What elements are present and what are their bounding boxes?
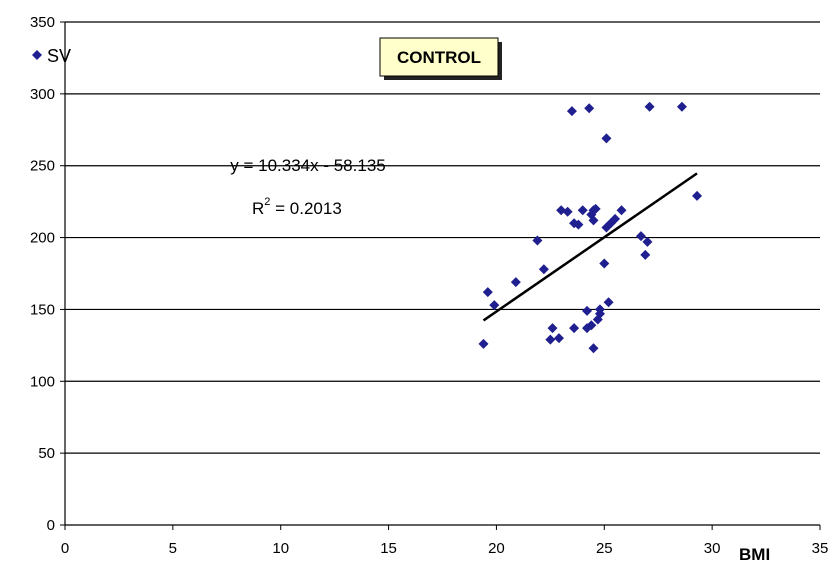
data-point — [538, 264, 549, 275]
legend-marker-diamond — [32, 50, 42, 60]
x-tick-label: 15 — [380, 540, 397, 557]
r2-superscript: 2 — [264, 196, 270, 208]
data-point — [553, 333, 564, 344]
data-point — [676, 101, 687, 112]
data-point — [573, 219, 584, 230]
data-point — [582, 305, 593, 316]
axes — [60, 21, 821, 530]
data-point — [610, 213, 621, 224]
data-point — [545, 334, 556, 345]
data-point — [489, 300, 500, 311]
r2-value: = 0.2013 — [270, 199, 341, 218]
gridlines — [65, 21, 820, 454]
data-point — [599, 258, 610, 269]
data-point — [588, 215, 599, 226]
y-tick-label: 0 — [47, 517, 55, 534]
legend-label: SV — [47, 46, 71, 66]
y-tick-label: 150 — [30, 301, 55, 318]
x-axis-label: BMI — [739, 545, 770, 564]
x-tick-label: 10 — [272, 540, 289, 557]
chart-title: CONTROL — [397, 48, 481, 67]
data-point — [532, 235, 543, 246]
y-tick-label: 250 — [30, 158, 55, 175]
data-point — [510, 277, 521, 288]
x-tick-label: 0 — [61, 540, 69, 557]
data-point — [562, 206, 573, 217]
data-point — [644, 101, 655, 112]
x-tick-label: 20 — [488, 540, 505, 557]
trendline — [482, 172, 698, 322]
x-tick-label: 35 — [812, 540, 829, 557]
r2-symbol: R — [252, 199, 264, 218]
data-point — [642, 236, 653, 247]
x-tick-label: 25 — [596, 540, 613, 557]
data-point — [569, 323, 580, 334]
y-tick-label: 200 — [30, 230, 55, 247]
data-points — [478, 101, 703, 354]
trendline-r-squared: R2 = 0.2013 — [252, 196, 342, 218]
data-point — [584, 103, 595, 114]
data-point — [640, 249, 651, 260]
chart-title-box: CONTROL — [379, 37, 502, 80]
data-point — [547, 323, 558, 334]
data-point — [601, 133, 612, 144]
data-point — [566, 106, 577, 117]
data-point — [603, 297, 614, 308]
data-point — [478, 338, 489, 349]
trendline-group — [482, 172, 698, 322]
y-tick-label: 300 — [30, 86, 55, 103]
data-point — [692, 190, 703, 201]
x-tick-label: 30 — [704, 540, 721, 557]
data-point — [635, 231, 646, 242]
title-background — [379, 37, 499, 77]
data-point — [556, 205, 567, 216]
data-point — [590, 203, 601, 214]
legend: SV — [32, 46, 71, 66]
y-tick-label: 350 — [30, 14, 55, 31]
x-axis-tick-labels: 0 5 10 15 20 25 30 35 — [61, 540, 829, 557]
trendline-equation: y = 10.334x - 58.135 — [230, 156, 385, 175]
data-point — [616, 205, 627, 216]
data-point — [588, 343, 599, 354]
data-point — [594, 308, 605, 319]
data-point — [586, 320, 597, 331]
y-axis-tick-labels: 0 50 100 150 200 250 300 350 — [30, 14, 55, 534]
data-point — [577, 205, 588, 216]
data-point — [482, 287, 493, 298]
y-tick-label: 50 — [38, 445, 55, 462]
x-tick-label: 5 — [169, 540, 177, 557]
y-tick-label: 100 — [30, 373, 55, 390]
